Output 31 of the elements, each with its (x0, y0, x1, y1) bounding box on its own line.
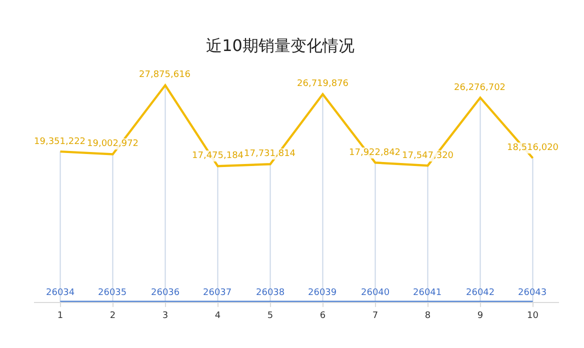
x-tick-label: 3 (162, 310, 168, 321)
x-tick-label: 10 (527, 310, 539, 321)
x-tick-label: 4 (214, 310, 221, 321)
data-label: 17,475,184 (192, 151, 244, 161)
data-label: 26034 (46, 288, 75, 298)
data-label: 26042 (466, 288, 495, 298)
data-label: 26043 (518, 288, 547, 298)
data-label: 26037 (203, 288, 232, 298)
x-tick-label: 6 (320, 310, 326, 321)
x-tick-label: 7 (372, 310, 378, 321)
data-label: 26,719,876 (297, 79, 349, 89)
data-label: 17,731,814 (244, 149, 296, 159)
data-label: 17,922,842 (349, 148, 401, 158)
data-label: 19,002,972 (87, 139, 139, 149)
chart-title: 近10期销量变化情况 (206, 36, 354, 55)
x-tick-label: 9 (477, 310, 484, 321)
data-label: 26036 (151, 288, 180, 298)
x-tick-label: 1 (57, 310, 64, 321)
x-tick-label: 5 (267, 310, 274, 321)
data-label: 27,875,616 (139, 70, 191, 80)
data-label: 26039 (308, 288, 337, 298)
data-label: 26,276,702 (454, 83, 506, 93)
data-label: 26041 (413, 288, 442, 298)
data-label: 26040 (361, 288, 390, 298)
data-label: 26035 (98, 288, 127, 298)
data-label: 17,547,320 (402, 151, 454, 161)
x-tick-label: 8 (424, 310, 431, 321)
x-tick-label: 2 (110, 310, 116, 321)
data-label: 18,516,020 (507, 143, 559, 153)
data-label: 26038 (256, 288, 285, 298)
data-label: 19,351,222 (34, 137, 86, 147)
